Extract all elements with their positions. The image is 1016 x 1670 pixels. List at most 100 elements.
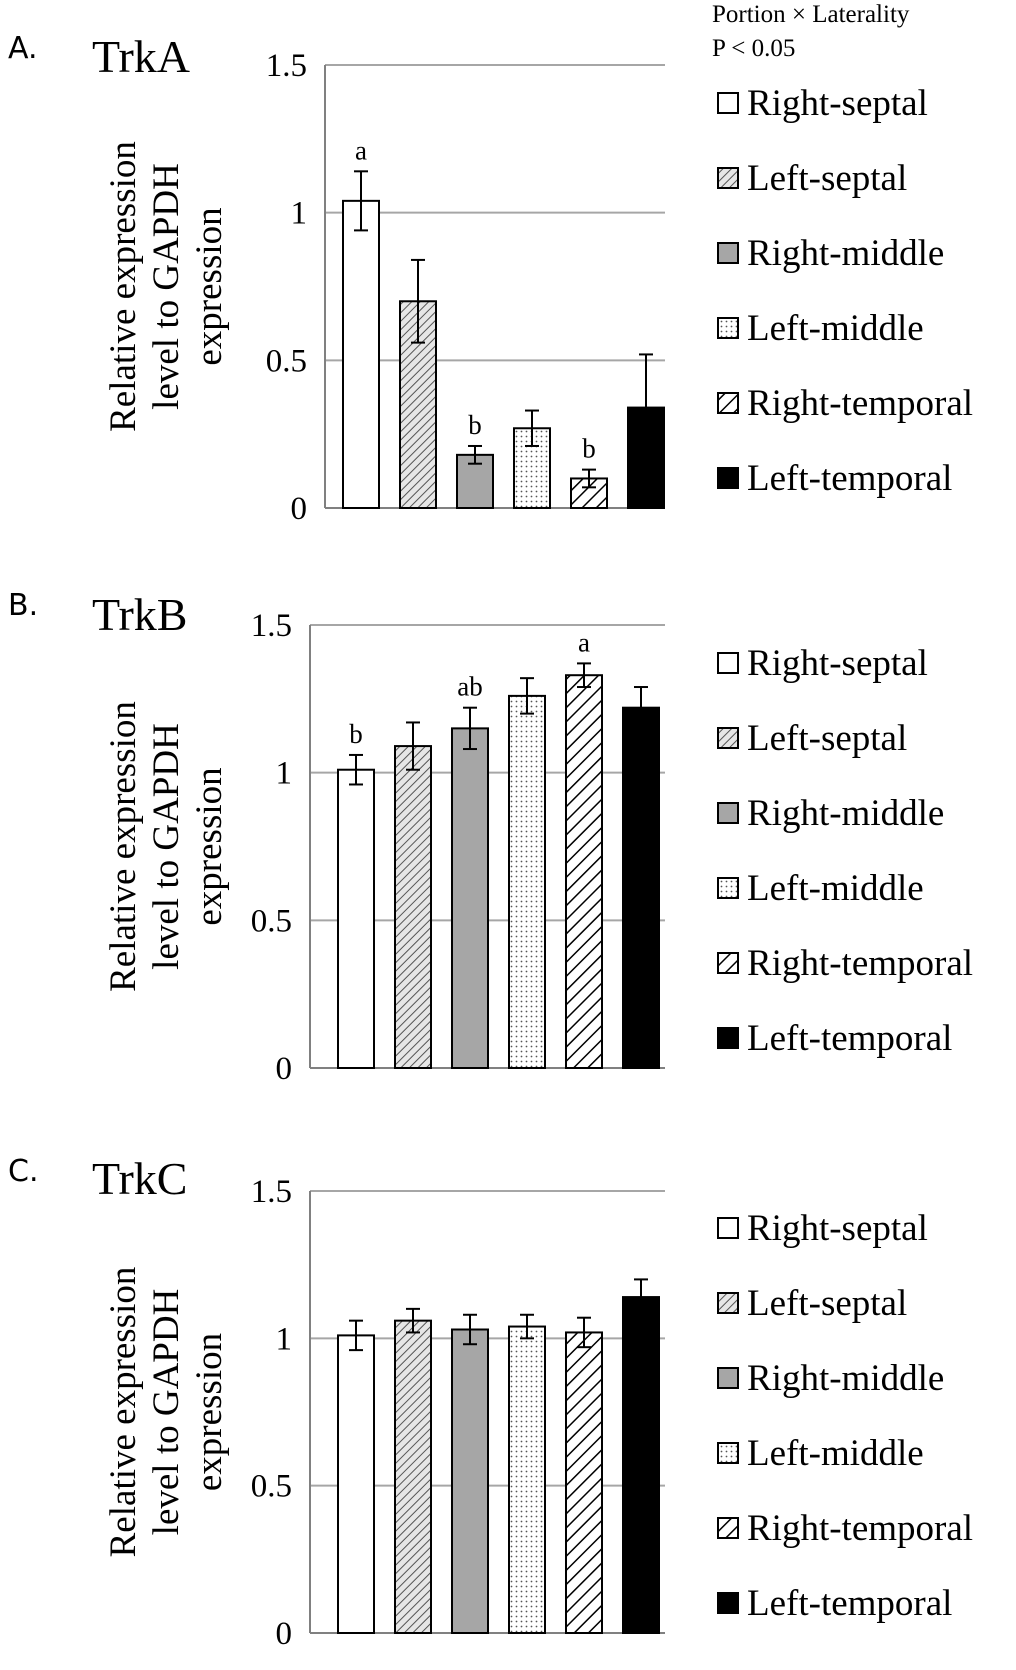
bar-right-temporal <box>565 1331 603 1634</box>
legend-item: Right-temporal <box>717 943 973 984</box>
error-bar <box>349 1319 363 1352</box>
y-axis-label: Relative expressionlevel to GAPDHexpress… <box>103 701 230 992</box>
panel-letter: A. <box>8 31 38 66</box>
error-bar <box>354 170 368 232</box>
chart-title: TrkB <box>92 589 187 640</box>
legend-item: Left-temporal <box>717 458 952 499</box>
bar-left-middle <box>508 1325 546 1634</box>
legend-label: Left-temporal <box>747 1583 952 1624</box>
bar-right-septal <box>337 768 375 1069</box>
y-tick-label: 1.5 <box>251 1174 292 1210</box>
bar-right-temporal <box>565 674 603 1069</box>
legend-swatch <box>717 727 739 749</box>
legend-label: Right-middle <box>747 793 944 834</box>
error-bar <box>634 686 648 730</box>
error-bar <box>582 468 596 489</box>
legend-label: Left-temporal <box>747 458 952 499</box>
chart-title: TrkC <box>92 1153 187 1204</box>
bar-right-middle <box>451 1328 489 1634</box>
legend-label: Right-middle <box>747 233 944 274</box>
legend-item: Right-temporal <box>717 383 973 424</box>
legend-item: Right-middle <box>717 233 944 274</box>
legend-swatch <box>717 1292 739 1314</box>
bar-left-middle <box>513 427 551 510</box>
legend-label: Right-middle <box>747 1358 944 1399</box>
significance-label: ab <box>457 672 482 702</box>
legend-item: Left-middle <box>717 308 924 349</box>
significance-note-line2: P < 0.05 <box>712 35 795 62</box>
error-bar <box>411 258 425 344</box>
legend-swatch <box>717 1027 739 1049</box>
error-bar <box>634 1278 648 1316</box>
legend-item: Right-septal <box>717 643 928 684</box>
significance-label: b <box>582 434 596 464</box>
legend-item: Right-septal <box>717 1208 928 1249</box>
bar-right-septal <box>337 1334 375 1635</box>
panel-letter: B. <box>8 588 38 623</box>
legend-item: Right-temporal <box>717 1508 973 1549</box>
legend-item: Right-septal <box>717 83 928 124</box>
legend-item: Left-temporal <box>717 1018 952 1059</box>
error-bar <box>463 1313 477 1346</box>
legend-label: Left-middle <box>747 308 924 349</box>
bar-left-temporal <box>622 1296 660 1634</box>
error-bar <box>525 409 539 447</box>
error-bar <box>520 677 534 715</box>
error-bar <box>468 444 482 465</box>
error-bar <box>520 1313 534 1340</box>
error-bar <box>349 753 363 786</box>
legend-label: Left-septal <box>747 718 907 759</box>
legend-item: Right-middle <box>717 793 944 834</box>
legend-item: Left-septal <box>717 158 907 199</box>
legend-swatch <box>717 1517 739 1539</box>
legend-item: Left-temporal <box>717 1583 952 1624</box>
bar-right-septal <box>342 199 380 509</box>
y-tick-label: 1 <box>276 756 293 792</box>
y-tick-label: 0 <box>291 491 308 527</box>
significance-label: a <box>578 627 590 657</box>
legend-swatch <box>717 1217 739 1239</box>
bar-left-middle <box>508 694 546 1069</box>
error-bar <box>577 662 591 689</box>
y-tick-label: 1 <box>276 1321 293 1357</box>
legend-swatch <box>717 1442 739 1464</box>
legend-swatch <box>717 802 739 824</box>
y-tick-label: 1.5 <box>266 48 307 84</box>
legend-label: Right-temporal <box>747 1508 973 1549</box>
legend-label: Left-septal <box>747 1283 907 1324</box>
legend-label: Right-septal <box>747 1208 928 1249</box>
legend-swatch <box>717 242 739 264</box>
significance-label: b <box>468 410 482 440</box>
bar-left-septal <box>394 1319 432 1634</box>
legend-swatch <box>717 952 739 974</box>
legend-item: Left-middle <box>717 868 924 909</box>
legend-swatch <box>717 1592 739 1614</box>
legend-label: Left-middle <box>747 1433 924 1474</box>
legend-label: Left-temporal <box>747 1018 952 1059</box>
y-tick-label: 0.5 <box>266 343 307 379</box>
legend-item: Right-middle <box>717 1358 944 1399</box>
significance-note-line1: Portion × Laterality <box>712 1 910 28</box>
legend-swatch <box>717 1367 739 1389</box>
y-axis-label: Relative expressionlevel to GAPDHexpress… <box>103 141 230 432</box>
error-bar <box>406 1307 420 1334</box>
legend-swatch <box>717 92 739 114</box>
y-tick-label: 0.5 <box>251 1469 292 1505</box>
y-tick-label: 1.5 <box>251 608 292 644</box>
significance-label: b <box>349 719 363 749</box>
y-tick-label: 0 <box>276 1051 293 1087</box>
panel-trka: A. TrkA 0 0.5 1 1.5 Relative expressionlevel t… <box>8 31 973 527</box>
error-bar <box>463 706 477 751</box>
bar-right-middle <box>451 727 489 1069</box>
panel-letter: C. <box>8 1154 38 1189</box>
legend-swatch <box>717 167 739 189</box>
significance-label: a <box>355 135 367 165</box>
legend-item: Left-septal <box>717 718 907 759</box>
legend-label: Left-middle <box>747 868 924 909</box>
bar-left-septal <box>394 745 432 1069</box>
legend-swatch <box>717 877 739 899</box>
chart-title: TrkA <box>92 31 190 82</box>
panel-trkc: C. TrkC 0 0.5 1 1.5 Relative expressionlevel t… <box>8 1153 973 1652</box>
legend-swatch <box>717 317 739 339</box>
